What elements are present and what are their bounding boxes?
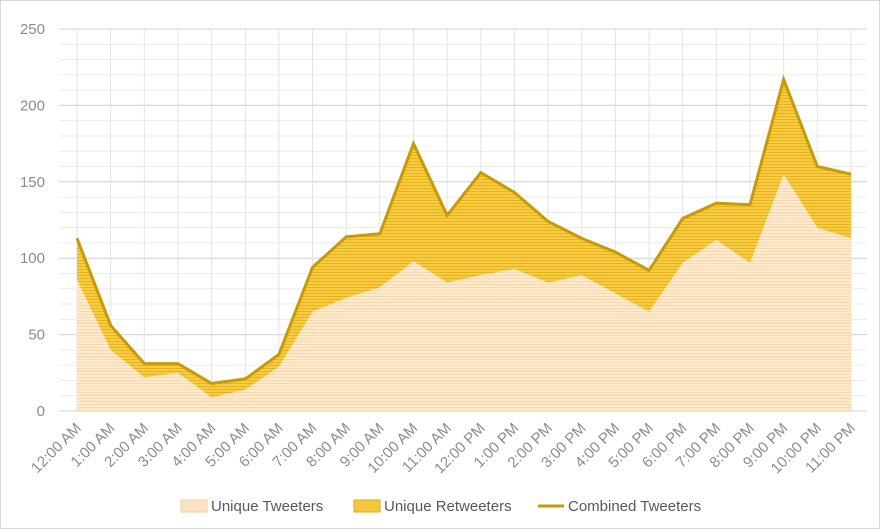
y-tick-label: 50 [28,327,45,344]
line-combined-tweeters [75,74,852,386]
area-series [77,79,851,411]
y-tick-label: 250 [20,21,45,38]
legend-label: Unique Retweeters [384,498,512,515]
legend-item-unique-tweeters: Unique Tweeters [180,498,323,515]
line-series [75,74,852,386]
y-tick-label: 100 [20,250,45,267]
legend-label: Combined Tweeters [568,498,701,515]
legend-swatch [180,499,208,513]
area-unique-tweeters [77,174,851,411]
legend-swatch [353,499,381,513]
legend-item-unique-retweeters: Unique Retweeters [353,498,512,515]
y-tick-label: 0 [37,403,45,420]
legend: Unique Tweeters Unique Retweeters Combined… [180,498,701,515]
legend-label: Unique Tweeters [211,498,323,515]
legend-item-combined-tweeters: Combined Tweeters [538,498,701,515]
y-tick-label: 150 [20,174,45,191]
y-tick-label: 200 [20,97,45,114]
